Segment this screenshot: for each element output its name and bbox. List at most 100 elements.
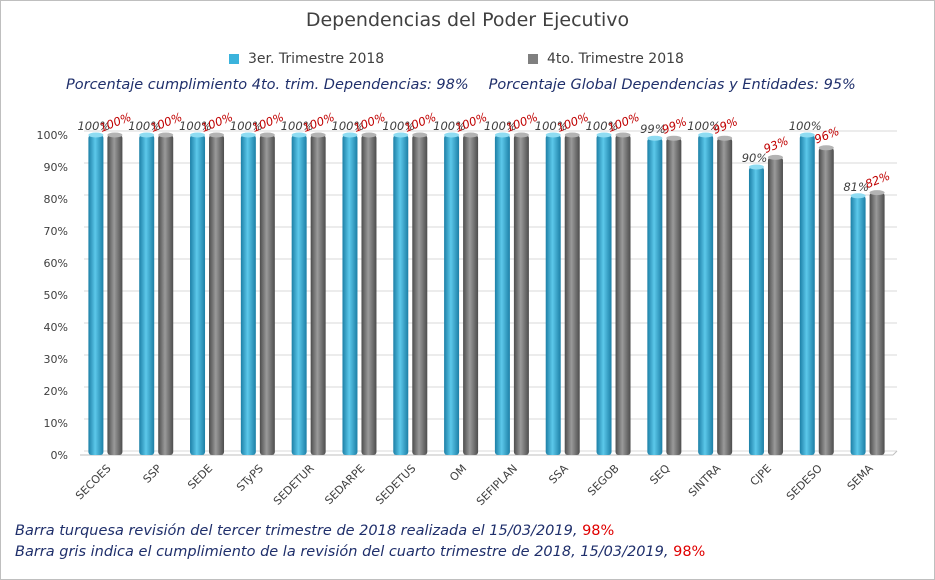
data-label: 100%: [77, 119, 110, 133]
bar-cap: [412, 132, 428, 138]
note-1-text: Barra turquesa revisión del tercer trime…: [15, 523, 583, 539]
legend-swatch-4to: [528, 54, 538, 64]
bar-cap: [666, 135, 682, 141]
x-tick-label: SEDETUS: [373, 462, 418, 507]
data-label: 99%: [640, 122, 666, 136]
bar: [444, 135, 460, 455]
bar-cap: [259, 132, 275, 138]
x-tick-label: SEFIPLAN: [474, 462, 520, 508]
data-label: 100%: [484, 119, 517, 133]
x-tick-label: CJPE: [748, 462, 775, 489]
bar-cap: [342, 132, 358, 138]
data-label: 100%: [382, 119, 415, 133]
bar-cap: [190, 132, 206, 138]
bar: [190, 135, 206, 455]
data-label: 100%: [128, 119, 161, 133]
bar-cap: [767, 154, 783, 160]
bar: [463, 135, 479, 455]
bar: [850, 195, 866, 456]
bar: [666, 138, 682, 455]
bar-cap: [698, 132, 714, 138]
bar-cap: [444, 132, 460, 138]
y-tick-label: 40%: [44, 321, 68, 334]
x-tick-label: SSA: [546, 462, 571, 487]
bar-cap: [393, 132, 409, 138]
bar-cap: [240, 132, 256, 138]
note-2-text: Barra gris indica el cumplimiento de la …: [15, 544, 674, 560]
bar: [818, 147, 834, 456]
bar-cap: [139, 132, 155, 138]
note-line-2: Barra gris indica el cumplimiento de la …: [15, 544, 705, 560]
bar-cap: [513, 132, 529, 138]
stats-line: Porcentaje cumplimiento 4to. trim. Depen…: [66, 77, 856, 93]
bar: [259, 135, 275, 455]
bar: [393, 135, 409, 455]
x-tick-label: SSP: [141, 462, 165, 486]
y-tick-label: 100%: [37, 129, 68, 142]
data-label: 100%: [230, 119, 263, 133]
y-tick-label: 10%: [44, 417, 68, 430]
bar: [615, 135, 631, 455]
data-label: 99%: [711, 114, 740, 137]
bar-cap: [850, 193, 866, 199]
data-label: 99%: [660, 114, 689, 137]
y-tick-label: 20%: [44, 385, 68, 398]
bar: [513, 135, 529, 455]
bar: [564, 135, 580, 455]
bar: [240, 135, 256, 455]
data-label: 81%: [843, 180, 869, 194]
x-tick-label: SEGOB: [585, 462, 622, 499]
y-tick-label: 60%: [44, 257, 68, 270]
data-label: 100%: [586, 119, 619, 133]
bar-cap: [647, 135, 663, 141]
data-label: 82%: [863, 169, 892, 192]
data-label: 90%: [742, 151, 768, 165]
bar-cap: [717, 135, 733, 141]
bar-cap: [158, 132, 174, 138]
bar: [361, 135, 377, 455]
bar: [209, 135, 225, 455]
y-tick-label: 80%: [44, 193, 68, 206]
bar: [291, 135, 307, 455]
y-tick-label: 50%: [44, 289, 68, 302]
legend-entry-3er: 3er. Trimestre 2018: [229, 51, 384, 67]
y-tick-label: 70%: [44, 225, 68, 238]
data-label: 100%: [687, 119, 720, 133]
bar-cap: [545, 132, 561, 138]
bar-cap: [748, 164, 764, 170]
x-tick-label: SEDESO: [784, 462, 825, 503]
bar: [596, 135, 612, 455]
bar: [139, 135, 155, 455]
x-tick-label: SECOES: [73, 462, 113, 502]
data-label: 100%: [789, 119, 822, 133]
bar: [869, 192, 885, 455]
note-2-pct: 98%: [673, 544, 706, 560]
bar-cap: [107, 132, 123, 138]
data-label: 100%: [179, 119, 212, 133]
bar-cap: [88, 132, 104, 138]
legend-entry-4to: 4to. Trimestre 2018: [528, 51, 684, 67]
y-tick-label: 0%: [51, 449, 68, 462]
bar-cap: [596, 132, 612, 138]
bar: [88, 135, 104, 455]
bar: [158, 135, 174, 455]
bar-cap: [615, 132, 631, 138]
bar: [698, 135, 714, 455]
bar-cap: [818, 145, 834, 151]
bar-cap: [869, 190, 885, 196]
bar-cap: [209, 132, 225, 138]
legend-swatch-3er: [229, 54, 239, 64]
bar: [647, 138, 663, 455]
x-tick-label: SEQ: [647, 462, 672, 487]
bar-cap: [463, 132, 479, 138]
bar: [717, 138, 733, 455]
bar: [107, 135, 123, 455]
bar-cap: [494, 132, 510, 138]
y-tick-label: 90%: [44, 161, 68, 174]
x-tick-label: OM: [447, 462, 469, 484]
legend-label-4to: 4to. Trimestre 2018: [547, 51, 684, 67]
x-tick-label: SINTRA: [686, 462, 724, 500]
bar: [748, 167, 764, 455]
bar: [342, 135, 358, 455]
